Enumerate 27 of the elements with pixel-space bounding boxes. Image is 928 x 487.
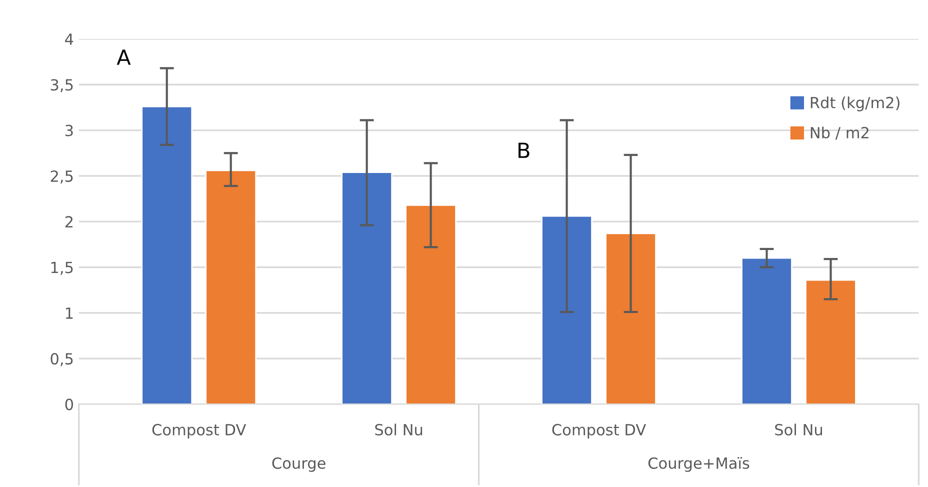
text: Courge+Maïs — [648, 457, 750, 472]
y-tick-label: 2 — [65, 216, 72, 228]
bar — [341, 172, 393, 404]
y-tick-label: 0 — [65, 398, 74, 410]
annotation: A — [116, 50, 131, 65]
y-tick-label: 1 — [66, 308, 73, 319]
annotation: B — [518, 142, 530, 158]
y-tick-label: 1,5 — [51, 262, 73, 275]
x-tick-label: Compost DV — [552, 424, 646, 438]
bar — [205, 170, 257, 404]
y-tick-label: 3,5 — [50, 79, 73, 92]
y-tick-label: 3 — [65, 124, 73, 136]
legend-label: Nb / m2 — [810, 126, 868, 140]
bar — [741, 257, 792, 404]
x-tick-label: Sol Nu — [375, 424, 422, 436]
y-tick-label: 4 — [65, 34, 74, 45]
x-tick-label: Sol Nu — [775, 424, 822, 436]
x-tick-label: Compost DV — [152, 424, 246, 438]
bar — [541, 215, 592, 404]
bar — [605, 232, 656, 404]
bar — [805, 279, 856, 404]
legend-label: Rdt (kg/m2) — [810, 96, 900, 112]
y-tick-label: 2,5 — [50, 170, 73, 184]
y-tick-label: 0,5 — [50, 353, 73, 366]
bar — [141, 106, 193, 404]
bar — [405, 204, 457, 404]
text: Courge — [272, 457, 326, 472]
